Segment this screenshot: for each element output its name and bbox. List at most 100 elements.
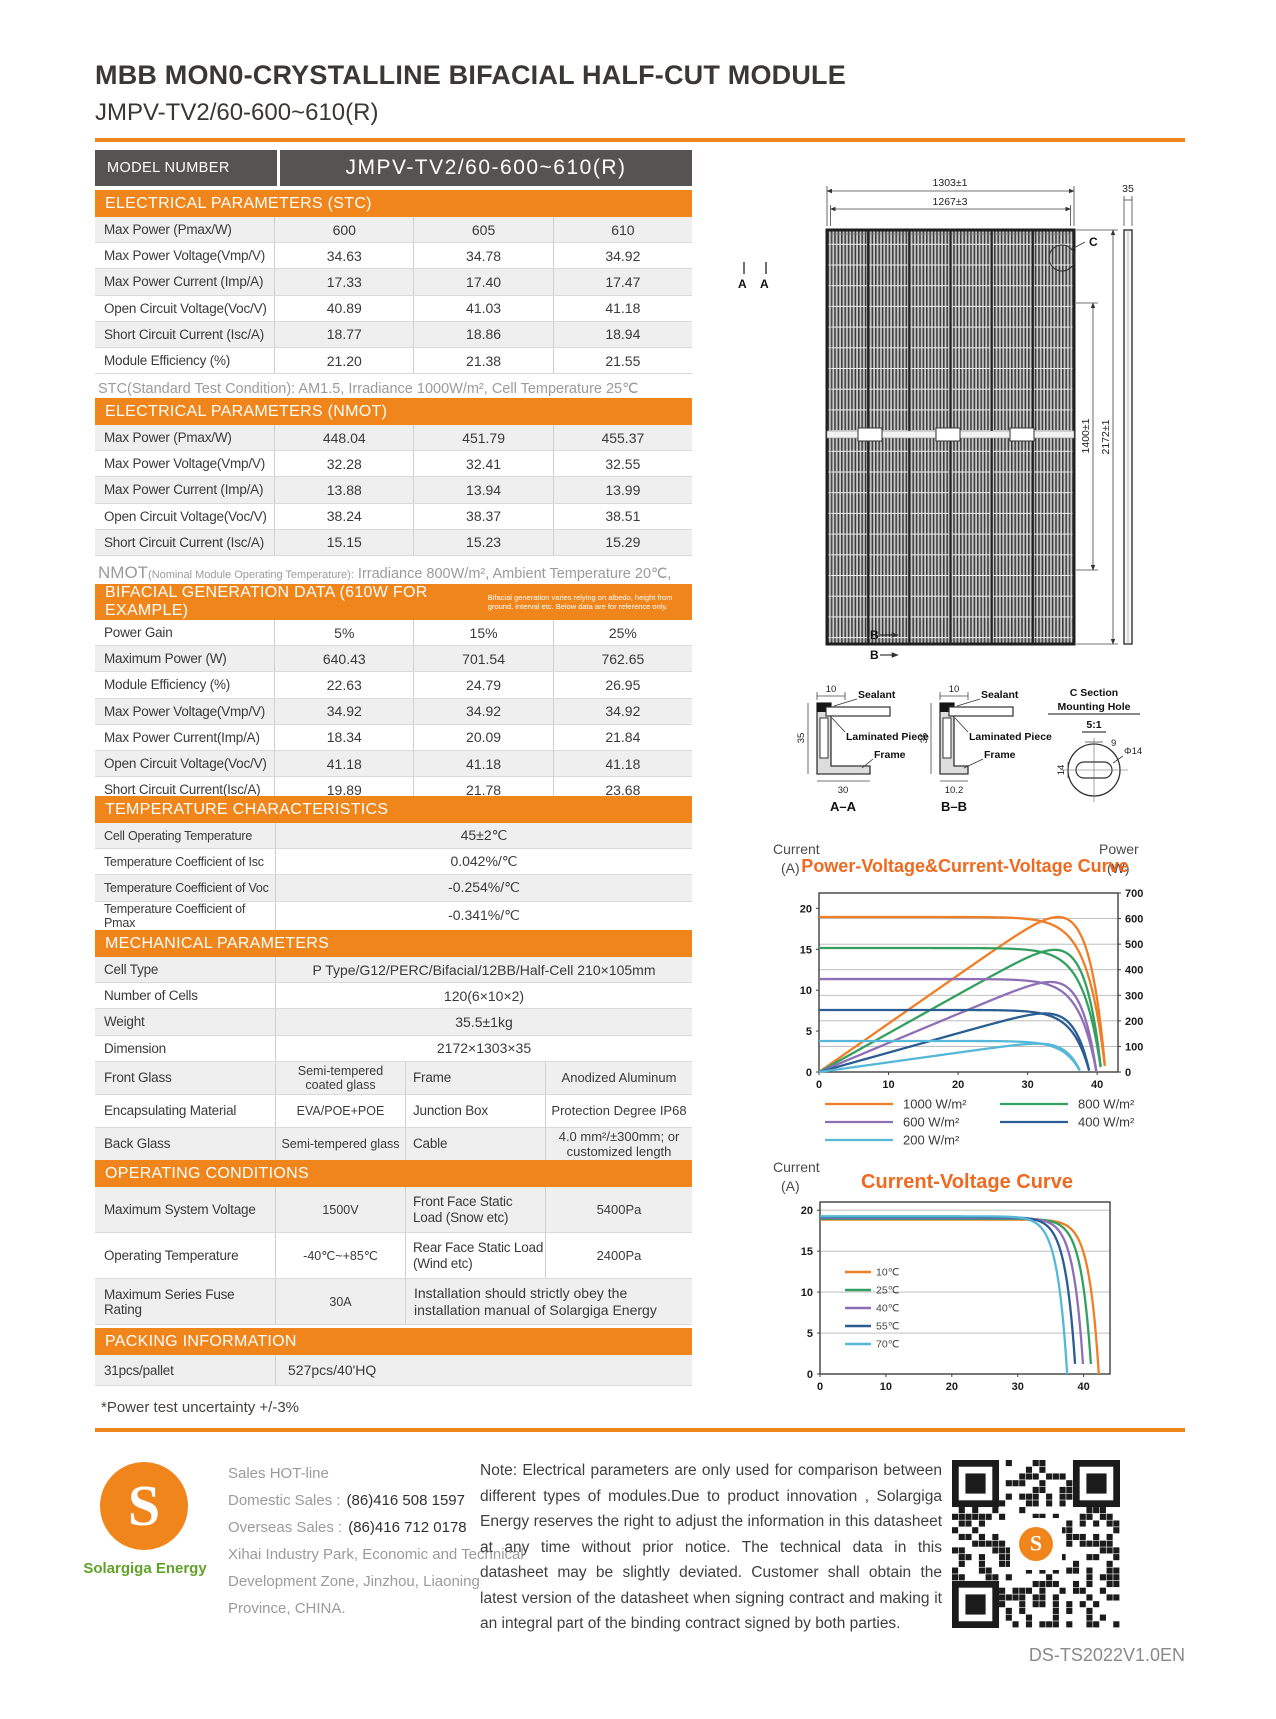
dim-outer-width: 1303±1 (933, 177, 968, 189)
row-label: Operating Temperature (104, 1248, 239, 1263)
section-title: ELECTRICAL PARAMETERS (NMOT) (105, 402, 388, 420)
bb-dim-top: 10 (949, 684, 960, 695)
table-row: Max Power (Pmax/W) 600 605 610 (95, 217, 692, 244)
aa-dim-top: 10 (826, 684, 837, 695)
table-row: Open Circuit Voltage(Voc/V) 41.18 41.18 41.… (95, 750, 692, 778)
table-row: Temperature Coefficient of Voc -0.254%/℃ (95, 875, 692, 902)
table-row: Cell Type P Type/G12/PERC/Bifacial/12BB/H… (95, 957, 692, 984)
row-value2: Protection Degree IP68 (545, 1094, 692, 1127)
row-value: 1500V (275, 1187, 405, 1232)
stc-footnote: STC(Standard Test Condition): AM1.5, Irr… (98, 381, 639, 398)
section-bifacial: BIFACIAL GENERATION DATA (610W FOR EXAMP… (95, 584, 692, 804)
power-test-uncertainty-note: *Power test uncertainty +/-3% (101, 1399, 300, 1416)
row-value: 26.95 (552, 672, 692, 698)
row-value: 15% (413, 620, 552, 646)
row-value: -40℃~+85℃ (275, 1233, 405, 1278)
row-value2: 4.0 mm²/±300mm; or customized length (545, 1127, 692, 1160)
page-title: MBB MON0-CRYSTALLINE BIFACIAL HALF-CUT M… (95, 60, 846, 90)
section-title: OPERATING CONDITIONS (105, 1164, 309, 1182)
row-value: 45±2℃ (275, 823, 692, 849)
page-subtitle-model: JMPV-TV2/60-600~610(R) (95, 99, 379, 126)
row-value: 30A (275, 1279, 405, 1324)
section-title: PACKING INFORMATION (105, 1332, 297, 1350)
row-value: 18.34 (274, 724, 413, 750)
module-front-view (825, 228, 1076, 646)
table-row: Open Circuit Voltage(Voc/V) 38.24 38.37 38.… (95, 503, 692, 530)
brand-name: Solargiga Energy (83, 1560, 207, 1577)
section-header-mechanical: MECHANICAL PARAMETERS (95, 930, 692, 957)
section-a-mark: A (760, 277, 769, 291)
row-label: Max Power Current (Imp/A) (104, 274, 264, 290)
row-value: 23.68 (552, 777, 692, 803)
c-section-mounting-hole: C Section Mounting Hole 5:1 9 14 Φ14 (1048, 687, 1142, 802)
model-number-label: MODEL NUMBER (95, 150, 277, 186)
row-value: 120(6×10×2) (275, 983, 692, 1009)
section-header-nmot: ELECTRICAL PARAMETERS (NMOT) (95, 398, 692, 425)
row-label: Maximum Series Fuse Rating (104, 1286, 235, 1317)
domestic-sales-label: Domestic Sales : (228, 1492, 341, 1509)
row-label: Weight (104, 1014, 145, 1030)
aa-sealant-label: Sealant (858, 689, 896, 701)
packing-table: 31pcs/pallet 527pcs/40'HQ (95, 1355, 692, 1386)
row-value: 25% (552, 620, 692, 646)
c-section-title-1: C Section (1070, 687, 1118, 699)
bifacial-disclaimer: Bifacial generation varies relying on al… (487, 593, 673, 611)
row-value: 640.43 (274, 646, 413, 672)
section-title: MECHANICAL PARAMETERS (105, 934, 330, 952)
dim-height: 2172±1 (1100, 419, 1112, 454)
row-label: Power Gain (104, 625, 173, 641)
row-value: 34.92 (413, 698, 552, 724)
table-row: Max Power Voltage(Vmp/V) 34.63 34.78 34.92 (95, 243, 692, 270)
row-value: 13.88 (274, 477, 413, 503)
row-note: Installation should strictly obey the in… (405, 1279, 692, 1324)
bifacial-table: Power Gain 5% 15% 25% Maximum Power (W) 640.4… (95, 620, 692, 804)
row-label: Temperature Coefficient of Isc (104, 854, 264, 869)
row-value: 34.92 (274, 698, 413, 724)
row-value: 18.94 (552, 321, 692, 347)
row-value2: Anodized Aluminum (545, 1061, 692, 1094)
row-label: Back Glass (104, 1136, 171, 1152)
table-row: Max Power Current (Imp/A) 17.33 17.40 17.47 (95, 269, 692, 296)
model-number-bar: MODEL NUMBER JMPV-TV2/60-600~610(R) (95, 150, 692, 186)
table-row: Open Circuit Voltage(Voc/V) 40.89 41.03 41.… (95, 295, 692, 322)
junction-box (857, 427, 883, 442)
row-label: Max Power Current(Imp/A) (104, 729, 260, 745)
address-line: Province, CHINA. (228, 1600, 346, 1617)
c-section-title-2: Mounting Hole (1058, 701, 1131, 713)
c-dim-diameter: Φ14 (1124, 746, 1142, 757)
legal-note: Note: Electrical parameters are only use… (480, 1462, 942, 1632)
nmot-table: Max Power (Pmax/W) 448.04 451.79 455.37 Max … (95, 425, 692, 556)
table-row: Dimension 2172×1303×35 (95, 1035, 692, 1062)
row-value: 41.18 (413, 750, 552, 777)
row-label2: Front Face Static Load (Snow etc) (405, 1187, 545, 1232)
row-value: 448.04 (274, 425, 413, 451)
aa-frame-label: Frame (874, 749, 906, 761)
table-row: Cell Operating Temperature 45±2℃ (95, 823, 692, 850)
row-label: Short Circuit Current (Isc/A) (104, 326, 264, 342)
width-dimensions (826, 186, 1075, 226)
row-value: P Type/G12/PERC/Bifacial/12BB/Half-Cell … (275, 957, 692, 983)
bb-dim-bottom: 10.2 (945, 785, 964, 796)
row-value: 41.18 (274, 750, 413, 777)
junction-box (1009, 427, 1035, 442)
row-label: Maximum System Voltage (104, 1202, 256, 1217)
row-value: 24.79 (413, 672, 552, 698)
row-value: 17.40 (413, 269, 552, 295)
row-value: 18.86 (413, 321, 552, 347)
row-value: Semi-tempered glass (275, 1127, 405, 1160)
top-divider (95, 138, 1185, 142)
section-header-stc: ELECTRICAL PARAMETERS (STC) (95, 190, 692, 217)
row-value: 701.54 (413, 646, 552, 672)
section-title: BIFACIAL GENERATION DATA (610W FOR EXAMP… (105, 584, 428, 619)
row-label: Max Power (Pmax/W) (104, 222, 232, 238)
row-label2: Cable (405, 1127, 545, 1160)
row-value: 5% (274, 620, 413, 646)
row-label: Open Circuit Voltage(Voc/V) (104, 756, 267, 772)
c-section-scale: 5:1 (1086, 719, 1101, 731)
row-label: Max Power Voltage(Vmp/V) (104, 248, 266, 264)
row-label: Encapsulating Material (104, 1103, 237, 1119)
model-number-value: JMPV-TV2/60-600~610(R) (280, 150, 692, 186)
height-dimensions (1076, 229, 1118, 645)
table-row: Power Gain 5% 15% 25% (95, 620, 692, 647)
